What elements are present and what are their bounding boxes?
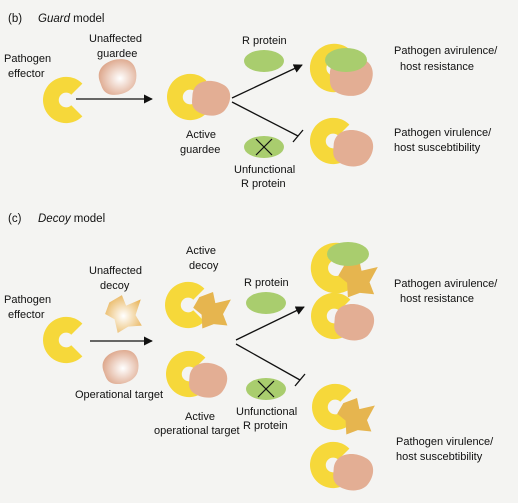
- r-protein-label-c: R protein: [244, 277, 289, 289]
- panel-c: (c) Decoy model Pathogen effector Unaffe…: [4, 213, 498, 495]
- panel-b-title: Guard model: [38, 13, 105, 25]
- outcome-virulence-label-b1: Pathogen virulence/: [394, 127, 492, 139]
- unfunctional-r-label-b2: R protein: [241, 178, 286, 190]
- outcome-resistance-label-b2: host resistance: [400, 61, 474, 73]
- active-op-target-label-2: operational target: [154, 425, 240, 437]
- active-guardee-label-2: guardee: [180, 144, 220, 156]
- arrow-c-virulence: [236, 344, 300, 380]
- inhibit-bar-c: [295, 374, 305, 386]
- r-protein-label-b: R protein: [242, 35, 287, 47]
- unfunctional-r-label-c1: Unfunctional: [236, 406, 297, 418]
- unaffected-guardee-shape: [96, 57, 139, 98]
- unaffected-decoy-label-2: decoy: [100, 280, 130, 292]
- pathogen-effector-label-c1: Pathogen: [4, 294, 51, 306]
- outcome-virulence-label-c2: host suscebtibility: [396, 451, 483, 463]
- unfunctional-r-label-b1: Unfunctional: [234, 164, 295, 176]
- r-protein-shape-c: [246, 292, 286, 314]
- active-op-target-label-1: Active: [185, 411, 215, 423]
- pathogen-effector-shape-c: [43, 317, 82, 363]
- unaffected-guardee-label-2: guardee: [97, 48, 137, 60]
- panel-c-title: Decoy model: [38, 213, 105, 225]
- arrow-b-virulence: [232, 102, 298, 136]
- r-protein-shape-b: [244, 50, 284, 72]
- panel-c-letter: (c): [8, 213, 22, 225]
- unfunctional-r-label-c2: R protein: [243, 420, 288, 432]
- outcome-resistance-label-b1: Pathogen avirulence/: [394, 45, 498, 57]
- outcome-virulence-label-b2: host suscebtibility: [394, 142, 481, 154]
- r-protein-bound-shape-c: [327, 242, 369, 266]
- panel-b: (b) Guard model Pathogen effector Unaffe…: [4, 13, 498, 190]
- pathogen-effector-shape: [43, 77, 82, 123]
- unaffected-decoy-shape: [105, 295, 142, 333]
- r-protein-bound-shape-b: [325, 48, 367, 72]
- active-decoy-label-1: Active: [186, 245, 216, 257]
- outcome-resistance-label-c1: Pathogen avirulence/: [394, 278, 498, 290]
- pathogen-effector-label-b1: Pathogen: [4, 53, 51, 65]
- operational-target-shape: [100, 347, 141, 386]
- active-guardee-label-1: Active: [186, 129, 216, 141]
- pathogen-effector-label-b2: effector: [8, 68, 45, 80]
- panel-b-letter: (b): [8, 13, 22, 25]
- unaffected-guardee-label-1: Unaffected: [89, 33, 142, 45]
- operational-target-label: Operational target: [75, 389, 163, 401]
- active-decoy-label-2: decoy: [189, 260, 219, 272]
- pathogen-effector-label-c2: effector: [8, 309, 45, 321]
- outcome-virulence-label-c1: Pathogen virulence/: [396, 436, 494, 448]
- outcome-resistance-label-c2: host resistance: [400, 293, 474, 305]
- unaffected-decoy-label-1: Unaffected: [89, 265, 142, 277]
- inhibit-bar-b: [293, 130, 303, 142]
